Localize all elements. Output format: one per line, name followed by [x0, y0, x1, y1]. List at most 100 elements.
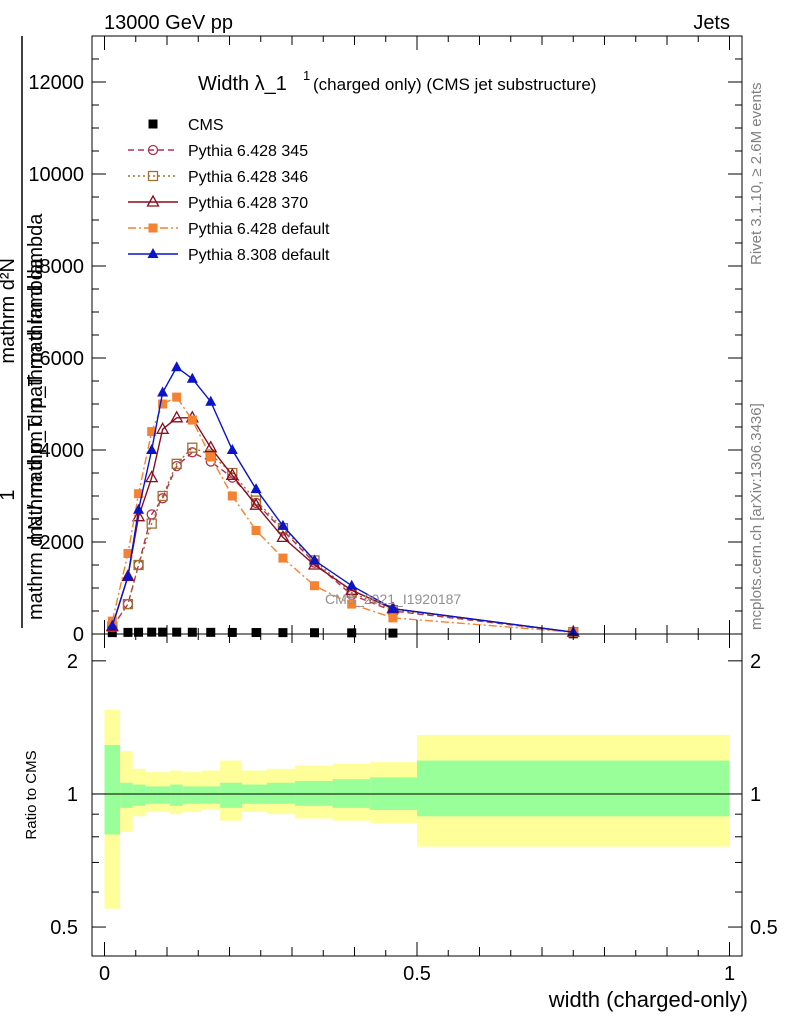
data-point-2 [133, 559, 144, 571]
x-tick-label: 0.5 [403, 963, 431, 985]
ratio-band-inner [201, 786, 221, 804]
title-sup: 1 [303, 68, 310, 83]
legend-label: Pythia 6.428 default [188, 221, 330, 238]
ratio-tick-label: 2 [67, 651, 78, 673]
ratio-tick-label: 2 [750, 651, 761, 673]
ratio-band-inner [120, 782, 133, 808]
data-point-0 [310, 628, 319, 638]
y-tick-label: 4000 [40, 440, 85, 462]
data-point-3 [170, 410, 184, 423]
ratio-band-inner [170, 784, 183, 806]
data-point-0 [206, 627, 216, 637]
data-point-4 [278, 553, 288, 563]
data-point-5 [277, 519, 289, 530]
data-point-5 [146, 444, 158, 454]
data-point-3 [225, 467, 239, 480]
data-point-4 [310, 581, 319, 591]
ratio-band-inner [267, 782, 296, 804]
data-point-5 [157, 386, 169, 397]
y-tick-label: 6000 [40, 348, 85, 370]
data-point-2 [171, 458, 182, 469]
data-point-5 [106, 619, 118, 630]
data-point-2 [157, 490, 168, 502]
data-point-5 [250, 483, 262, 494]
ylabel-denom2: mathrm d p_T mathrm d lambda [25, 257, 47, 543]
data-point-0 [347, 628, 357, 638]
main-title: Width λ_1 1 (charged only) (CMS jet subs… [198, 68, 596, 95]
ratio-band-inner [145, 786, 158, 804]
ratio-band-inner [295, 780, 333, 806]
data-point-4 [134, 489, 144, 499]
series-line-1 [111, 451, 574, 633]
ylabel-denom: mathrm d N / mathrm d p_T mathrm d lambd… [25, 213, 47, 620]
series-line-3 [111, 417, 574, 633]
data-point-0 [147, 627, 157, 637]
main-plot: 0 2000 4000 6000 8000 10000 12000 [28, 35, 743, 646]
data-point-0 [278, 628, 288, 638]
y-axis-label: 1 mathrm d N / mathrm d p_T mathrm d lam… [0, 36, 47, 628]
data-point-4 [147, 427, 157, 437]
data-point-4 [206, 452, 216, 462]
ratio-band-inner [132, 784, 146, 806]
data-point-0 [227, 627, 237, 637]
ratio-ylabel: Ratio to CMS [23, 750, 40, 839]
legend-marker [147, 248, 159, 258]
data-point-5 [387, 602, 399, 613]
data-point-5 [171, 361, 183, 372]
legend-label: Pythia 6.428 346 [188, 169, 308, 186]
watermark: CMS_2021_I1920187 [325, 591, 461, 607]
legend-marker [148, 223, 158, 233]
y-tick-label: 0 [73, 624, 84, 646]
y-tick-label: 12000 [28, 72, 84, 94]
data-point-0 [158, 627, 168, 637]
data-point-2 [187, 442, 198, 453]
ratio-band-inner [220, 782, 242, 808]
data-point-1 [133, 559, 144, 571]
legend-label: Pythia 6.428 370 [188, 195, 308, 212]
data-point-5 [205, 395, 217, 406]
ylabel-numer2: mathrm d²N [0, 258, 19, 364]
data-point-4 [347, 599, 357, 609]
data-point-4 [187, 415, 197, 425]
title-suffix: (charged only) (CMS jet substructure) [313, 75, 596, 94]
title-prefix: Width λ_1 [198, 73, 287, 95]
data-point-4 [251, 526, 261, 535]
ratio-tick-label: 1 [67, 784, 78, 806]
legend-marker [147, 144, 159, 156]
data-point-3 [145, 470, 159, 483]
data-point-0 [388, 628, 398, 638]
legend: CMS Pythia 6.428 345 Pythia 6.428 346 Pythi… [128, 117, 330, 264]
ylabel-numer: 1 [0, 489, 19, 500]
data-point-0 [187, 627, 197, 637]
data-point-2 [122, 598, 134, 610]
data-point-0 [107, 628, 117, 638]
ratio-band-inner [182, 786, 202, 804]
ratio-tick-label: 0.5 [50, 917, 78, 939]
header-right: Jets [693, 12, 730, 34]
ratio-tick-label: 1 [750, 784, 761, 806]
ratio-band-inner [417, 760, 730, 817]
data-point-3 [276, 530, 290, 543]
ratio-plot: 0 0.5 1 0.5 0.5 1 1 2 2 [50, 633, 778, 985]
data-point-5 [122, 570, 134, 581]
data-point-0 [134, 627, 144, 637]
data-point-4 [227, 491, 237, 501]
legend-label: Pythia 8.308 default [188, 247, 330, 264]
legend-marker [148, 119, 158, 129]
data-point-3 [249, 497, 263, 510]
ratio-band-inner [104, 745, 121, 835]
data-point-5 [309, 554, 320, 565]
data-point-3 [131, 509, 146, 522]
data-point-0 [123, 627, 133, 637]
ratio-band-inner [157, 786, 171, 804]
data-point-4 [158, 399, 168, 409]
ratio-tick-label: 0.5 [750, 917, 778, 939]
rivet-label: Rivet 3.1.10, ≥ 2.6M events [748, 83, 765, 266]
header-left: 13000 GeV pp [104, 12, 233, 34]
data-point-3 [156, 421, 170, 434]
data-point-4 [388, 613, 398, 623]
data-point-5 [186, 372, 198, 383]
data-point-3 [204, 440, 218, 453]
legend-marker [147, 170, 159, 182]
data-point-0 [251, 628, 261, 638]
